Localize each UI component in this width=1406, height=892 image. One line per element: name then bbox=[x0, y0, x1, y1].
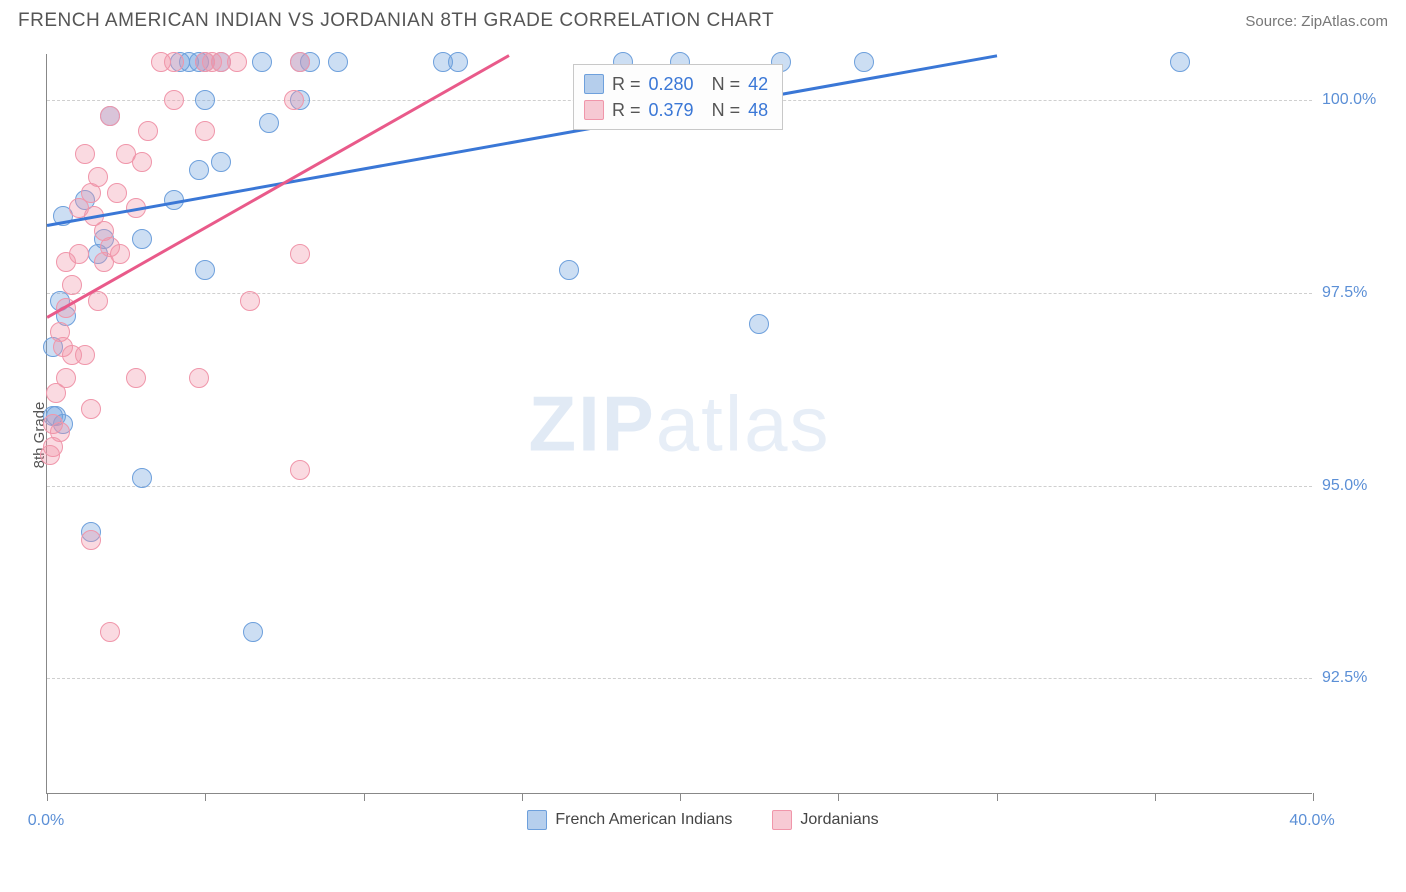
scatter-point bbox=[164, 52, 184, 72]
scatter-point bbox=[75, 345, 95, 365]
stat-n-label: N = bbox=[702, 97, 741, 123]
chart-title: FRENCH AMERICAN INDIAN VS JORDANIAN 8TH … bbox=[18, 10, 774, 32]
scatter-point bbox=[132, 152, 152, 172]
x-tick bbox=[680, 793, 681, 801]
stats-row: R = 0.379 N = 48 bbox=[584, 97, 768, 123]
stat-n-value: 48 bbox=[748, 97, 768, 123]
scatter-point bbox=[189, 368, 209, 388]
stats-box: R = 0.280 N = 42R = 0.379 N = 48 bbox=[573, 64, 783, 130]
scatter-point bbox=[290, 52, 310, 72]
scatter-point bbox=[328, 52, 348, 72]
legend-item: French American Indians bbox=[527, 810, 732, 830]
scatter-point bbox=[195, 121, 215, 141]
scatter-point bbox=[40, 445, 60, 465]
scatter-point bbox=[94, 252, 114, 272]
x-tick bbox=[205, 793, 206, 801]
scatter-point bbox=[132, 468, 152, 488]
stat-n-value: 42 bbox=[748, 71, 768, 97]
watermark-bold: ZIP bbox=[528, 379, 655, 467]
scatter-point bbox=[243, 622, 263, 642]
trend-line bbox=[47, 54, 997, 226]
scatter-point bbox=[100, 622, 120, 642]
scatter-point bbox=[749, 314, 769, 334]
scatter-point bbox=[195, 260, 215, 280]
stats-row: R = 0.280 N = 42 bbox=[584, 71, 768, 97]
stat-n-label: N = bbox=[702, 71, 741, 97]
source-prefix: Source: bbox=[1245, 13, 1301, 30]
scatter-point bbox=[126, 368, 146, 388]
scatter-point bbox=[559, 260, 579, 280]
scatter-point bbox=[1170, 52, 1190, 72]
x-tick bbox=[364, 793, 365, 801]
chart-container: 8th Grade ZIPatlas 92.5%95.0%97.5%100.0%… bbox=[0, 40, 1406, 830]
scatter-point bbox=[195, 90, 215, 110]
source-attribution: Source: ZipAtlas.com bbox=[1245, 13, 1388, 30]
scatter-point bbox=[69, 198, 89, 218]
x-tick-label: 40.0% bbox=[1289, 812, 1334, 830]
legend-swatch bbox=[584, 74, 604, 94]
stat-r-label: R = bbox=[612, 71, 641, 97]
scatter-point bbox=[100, 106, 120, 126]
scatter-point bbox=[290, 460, 310, 480]
scatter-point bbox=[81, 399, 101, 419]
scatter-point bbox=[56, 252, 76, 272]
watermark: ZIPatlas bbox=[528, 378, 830, 469]
gridline-h bbox=[47, 293, 1312, 294]
scatter-point bbox=[75, 144, 95, 164]
source-link[interactable]: ZipAtlas.com bbox=[1301, 13, 1388, 30]
scatter-point bbox=[46, 383, 66, 403]
scatter-point bbox=[189, 160, 209, 180]
legend-label: Jordanians bbox=[800, 811, 878, 829]
stat-r-value: 0.379 bbox=[649, 97, 694, 123]
scatter-point bbox=[448, 52, 468, 72]
x-tick bbox=[1313, 793, 1314, 801]
x-tick-label: 0.0% bbox=[28, 812, 64, 830]
watermark-rest: atlas bbox=[656, 379, 831, 467]
legend-label: French American Indians bbox=[555, 811, 732, 829]
scatter-point bbox=[164, 90, 184, 110]
scatter-point bbox=[81, 530, 101, 550]
x-tick bbox=[838, 793, 839, 801]
x-tick bbox=[522, 793, 523, 801]
legend-swatch bbox=[772, 810, 792, 830]
stat-r-label: R = bbox=[612, 97, 641, 123]
scatter-point bbox=[211, 152, 231, 172]
scatter-point bbox=[284, 90, 304, 110]
scatter-point bbox=[227, 52, 247, 72]
y-tick-label: 97.5% bbox=[1322, 284, 1396, 302]
scatter-point bbox=[290, 244, 310, 264]
x-tick bbox=[47, 793, 48, 801]
gridline-h bbox=[47, 678, 1312, 679]
header: FRENCH AMERICAN INDIAN VS JORDANIAN 8TH … bbox=[0, 0, 1406, 40]
stat-r-value: 0.280 bbox=[649, 71, 694, 97]
x-tick bbox=[1155, 793, 1156, 801]
legend-swatch bbox=[527, 810, 547, 830]
scatter-point bbox=[138, 121, 158, 141]
y-tick-label: 95.0% bbox=[1322, 477, 1396, 495]
legend-item: Jordanians bbox=[772, 810, 878, 830]
gridline-h bbox=[47, 486, 1312, 487]
scatter-point bbox=[854, 52, 874, 72]
y-tick-label: 100.0% bbox=[1322, 91, 1396, 109]
legend-swatch bbox=[584, 100, 604, 120]
scatter-point bbox=[252, 52, 272, 72]
y-tick-label: 92.5% bbox=[1322, 669, 1396, 687]
x-tick bbox=[997, 793, 998, 801]
legend: French American Indians Jordanians bbox=[0, 810, 1406, 830]
scatter-point bbox=[107, 183, 127, 203]
scatter-point bbox=[62, 275, 82, 295]
scatter-point bbox=[259, 113, 279, 133]
plot-area: ZIPatlas 92.5%95.0%97.5%100.0%R = 0.280 … bbox=[46, 54, 1312, 794]
scatter-point bbox=[132, 229, 152, 249]
scatter-point bbox=[240, 291, 260, 311]
